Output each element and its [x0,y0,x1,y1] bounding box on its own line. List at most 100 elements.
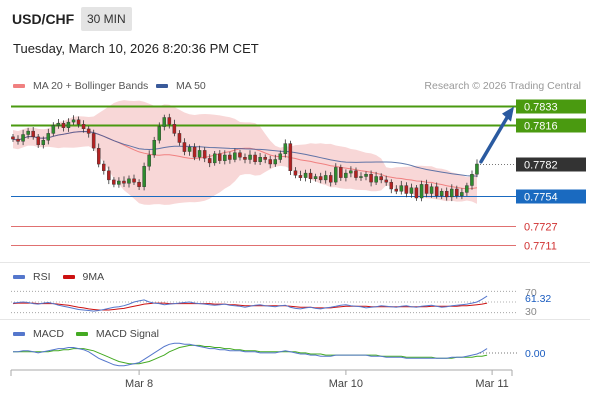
rsi-ma-line [12,302,488,311]
chart-header: USD/CHF 30 MIN Tuesday, March 10, 2026 8… [0,0,590,70]
macd-signal-swatch [75,332,88,336]
candle-body [278,153,283,160]
candle-body [162,117,166,127]
candle-body [470,173,474,186]
candle-body [424,184,429,194]
candle-body [16,138,20,142]
candle-body [132,178,136,183]
candle-body [167,117,172,125]
forecast-arrow-shaft [479,115,509,164]
candle-body [359,176,363,178]
candle-body [404,185,409,194]
candle-body [46,133,51,141]
candle-body [243,156,247,160]
legend-ma50-label: MA 50 [176,80,206,92]
candle-body [31,130,35,138]
rsi-legend: RSI 9MA [13,271,116,283]
candle-body [334,167,338,183]
candle-body [263,156,267,160]
legend-bollinger: MA 20 + Bollinger Bands [13,80,148,92]
level-tag-0.7782 [516,157,586,172]
candle-body [323,175,328,181]
candle-body [293,170,298,176]
candle-body [384,179,389,183]
x-axis: Mar 8 Mar 10 Mar 11 [10,369,513,390]
candle-body [223,154,227,161]
level-labels: 0.7833 0.7816 0.7782 0.7754 0.7727 0.7711 [516,99,586,253]
candle-body [354,170,358,178]
candles [11,113,479,202]
rsi-ma-legend-label: 9MA [82,271,105,283]
candle-body [86,128,91,134]
rsi-line [12,295,488,312]
candle-body [207,158,212,164]
forecast-arrow-head [502,106,514,122]
timestamp: Tuesday, March 10, 2026 8:20:36 PM CET [13,41,259,56]
macd-legend-label: MACD [33,328,64,340]
research-credit: Research © 2026 Trading Central [424,80,581,92]
candle-body [177,133,182,143]
candle-body [268,159,273,165]
x-tick-label: Mar 11 [475,378,508,390]
candle-body [217,153,222,161]
macd-swatch [13,332,25,336]
candle-body [142,166,146,187]
rsi-ma-swatch [62,275,75,279]
candle-body [419,184,424,199]
candle-body [197,150,202,158]
candle-body [41,139,46,145]
candle-body [273,159,278,165]
candle-body [11,136,15,140]
candle-body [288,143,293,172]
candle-body [460,192,464,196]
candle-body [253,154,257,163]
timeframe-badge[interactable]: 30 MIN [81,7,132,31]
candle-body [172,124,177,134]
candle-body [76,119,81,125]
candle-body [379,176,383,181]
candle-body [248,154,252,160]
candle-body [61,122,66,128]
candle-body [117,180,121,185]
candle-body [212,153,217,164]
candle-body [313,176,318,179]
x-tick-label: Mar 10 [329,378,363,390]
level-label-0.7782: 0.7782 [524,160,558,172]
rsi-value: 61.32 [525,293,551,305]
ma50-swatch [156,84,168,88]
candle-body [374,176,378,183]
candle-body [450,188,454,198]
candle-body [137,181,141,187]
macd-signal-line [13,344,488,365]
candle-body [394,188,399,192]
candle-body [298,175,303,178]
candle-body [369,173,373,183]
candle-body [127,178,131,184]
candle-body [434,186,439,196]
candle-body [122,180,126,184]
candle-body [344,172,348,178]
x-tick-label: Mar 8 [125,378,153,390]
macd-panel: 0.00 [13,342,546,367]
candle-body [91,133,96,149]
candle-body [439,190,444,196]
rsi-swatch [13,275,25,279]
level-tag-0.7754 [516,189,586,204]
candle-body [318,176,323,181]
candle-body [96,147,101,165]
candle-body [152,139,156,156]
candle-body [349,170,353,174]
candle-body [182,142,187,152]
candle-body [147,154,151,167]
rsi-legend-label: RSI [33,271,51,283]
macd-line [13,342,488,367]
candle-body [455,188,459,197]
candle-body [66,121,71,128]
candle-body [51,125,56,134]
candle-body [389,181,394,190]
candle-body [429,186,434,194]
level-label-0.7816: 0.7816 [524,121,558,133]
candle-body [81,124,86,130]
macd-value: 0.00 [525,348,546,360]
